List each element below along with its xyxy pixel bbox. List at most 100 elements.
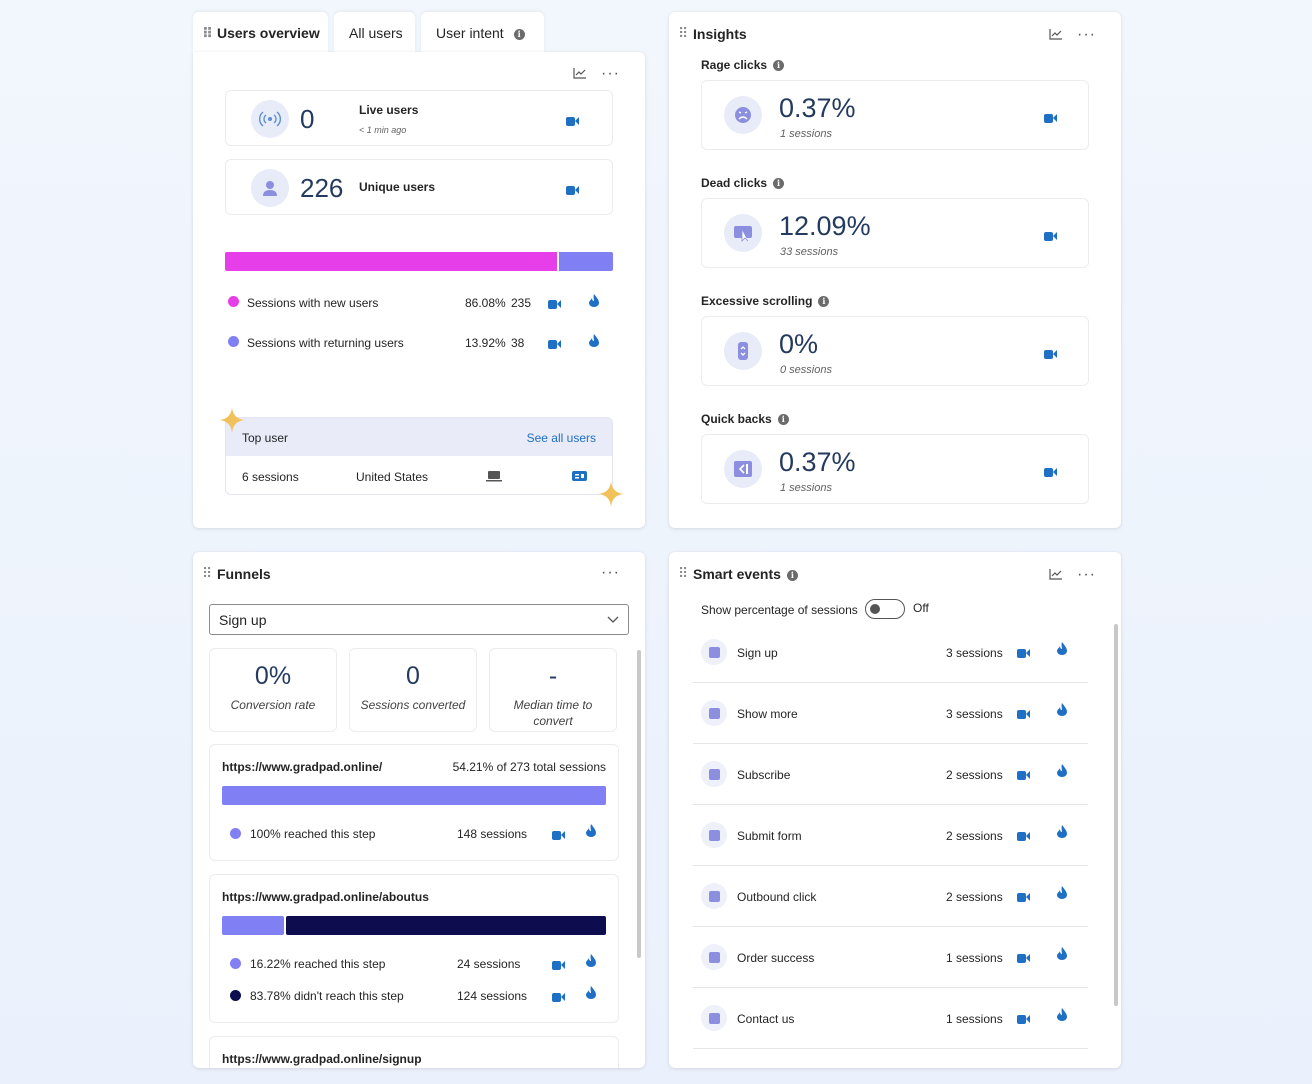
more-options-icon[interactable]: ··· — [1077, 26, 1096, 43]
record-video-icon[interactable] — [566, 182, 579, 200]
heatmap-flame-icon[interactable] — [1057, 947, 1067, 965]
insight-box[interactable]: 0.37% 1 sessions — [701, 80, 1089, 150]
smart-event-row[interactable]: Contact us 1 sessions — [693, 1004, 1088, 1065]
record-video-icon[interactable] — [1017, 950, 1030, 968]
see-all-users-link[interactable]: See all users — [526, 431, 596, 445]
event-count: 2 sessions — [946, 890, 1003, 904]
scrollbar-thumb[interactable] — [637, 650, 641, 958]
toggle-state: Off — [913, 601, 929, 615]
event-icon — [701, 1005, 727, 1031]
smart-event-row[interactable]: Show more 3 sessions — [693, 699, 1088, 760]
insight-value: 0% — [779, 329, 819, 359]
heatmap-flame-icon[interactable] — [1057, 886, 1067, 904]
smart-event-row[interactable]: Submit form 2 sessions — [693, 821, 1088, 882]
record-video-icon[interactable] — [566, 113, 579, 131]
funnel-stat-label: Conversion rate — [230, 698, 316, 712]
event-count: 2 sessions — [946, 768, 1003, 782]
sparkle-icon — [219, 407, 245, 433]
record-video-icon[interactable] — [1017, 1011, 1030, 1029]
heatmap-flame-icon[interactable] — [586, 824, 596, 842]
info-icon[interactable]: i — [513, 28, 525, 40]
record-video-icon[interactable] — [552, 957, 565, 975]
more-options-icon[interactable]: ··· — [601, 564, 620, 581]
scrollbar-thumb[interactable] — [1114, 624, 1118, 1006]
record-video-icon[interactable] — [1044, 346, 1057, 364]
record-video-icon[interactable] — [1017, 645, 1030, 663]
reached-segment[interactable] — [222, 916, 284, 935]
heatmap-flame-icon[interactable] — [1057, 642, 1067, 660]
insight-box[interactable]: 0.37% 1 sessions — [701, 434, 1089, 504]
top-user-row[interactable]: 6 sessions United States — [226, 456, 612, 494]
record-video-icon[interactable] — [1044, 228, 1057, 246]
tab-user-intent[interactable]: User intent i — [421, 12, 544, 52]
heatmap-flame-icon[interactable] — [589, 334, 599, 347]
record-video-icon[interactable] — [548, 336, 561, 354]
toggle-label: Show percentage of sessions — [701, 603, 858, 617]
event-label: Order success — [737, 951, 815, 965]
tab-all-users[interactable]: All users — [334, 12, 415, 52]
funnel-select[interactable]: Sign up — [209, 604, 629, 635]
insight-box[interactable]: 0% 0 sessions — [701, 316, 1089, 386]
funnel-stat-value: 0% — [254, 662, 292, 690]
insight-box[interactable]: 12.09% 33 sessions — [701, 198, 1089, 268]
heatmap-flame-icon[interactable] — [1057, 825, 1067, 843]
drag-handle-icon[interactable] — [678, 566, 687, 581]
record-video-icon[interactable] — [1017, 889, 1030, 907]
record-video-icon[interactable] — [1017, 706, 1030, 724]
record-video-icon[interactable] — [548, 296, 561, 314]
reached-segment[interactable] — [222, 786, 606, 805]
heatmap-flame-icon[interactable] — [1057, 703, 1067, 721]
top-user-header: Top user See all users — [226, 418, 612, 456]
row-divider — [693, 865, 1088, 866]
record-video-icon[interactable] — [1017, 767, 1030, 785]
record-video-icon[interactable] — [1044, 464, 1057, 482]
tab-users-overview[interactable]: Users overview — [193, 12, 328, 52]
event-icon — [701, 639, 727, 665]
heatmap-flame-icon[interactable] — [586, 954, 596, 972]
funnels-card: Funnels ··· Sign up 0% Conversion rate 0 Se… — [193, 552, 645, 1068]
funnel-step-bar — [222, 916, 606, 935]
trend-chart-icon[interactable] — [1049, 28, 1063, 40]
funnel-stat-value: 0 — [406, 662, 420, 690]
event-count: 2 sessions — [946, 829, 1003, 843]
smart-event-row[interactable]: Outbound click 2 sessions — [693, 882, 1088, 943]
percentage-toggle[interactable] — [865, 599, 905, 619]
event-label: Show more — [737, 707, 798, 721]
record-video-icon[interactable] — [1044, 110, 1057, 128]
funnel-step-row: 16.22% reached this step 24 sessions — [230, 954, 610, 975]
row-divider — [693, 804, 1088, 805]
live-signal-icon — [251, 100, 289, 138]
info-icon[interactable]: i — [777, 414, 789, 426]
smart-event-row[interactable]: Order success 1 sessions — [693, 943, 1088, 1004]
record-video-icon[interactable] — [1017, 828, 1030, 846]
heatmap-flame-icon[interactable] — [1057, 1008, 1067, 1026]
trend-chart-icon[interactable] — [1049, 568, 1063, 580]
event-count: 3 sessions — [946, 707, 1003, 721]
heatmap-flame-icon[interactable] — [586, 986, 596, 1004]
info-icon[interactable]: i — [786, 569, 798, 581]
drag-handle-icon[interactable] — [202, 26, 212, 41]
heatmap-flame-icon[interactable] — [1057, 764, 1067, 782]
smart-event-row[interactable]: Sign up 3 sessions — [693, 638, 1088, 699]
info-icon[interactable]: i — [773, 178, 785, 190]
insight-label: Rage clicks i — [701, 58, 785, 72]
record-video-icon[interactable] — [552, 989, 565, 1007]
drag-handle-icon[interactable] — [202, 566, 211, 581]
not-reached-segment[interactable] — [286, 916, 606, 935]
trend-chart-icon[interactable] — [573, 67, 587, 79]
unique-users-box: 226 Unique users — [225, 159, 613, 215]
smart-event-row[interactable]: Subscribe 2 sessions — [693, 760, 1088, 821]
funnel-step: https://www.gradpad.online/aboutus 16.22%… — [209, 874, 619, 1023]
info-icon[interactable]: i — [773, 60, 785, 72]
more-options-icon[interactable]: ··· — [601, 65, 620, 82]
contact-card-icon[interactable] — [572, 470, 587, 482]
heatmap-flame-icon[interactable] — [589, 294, 599, 307]
funnel-step-url: https://www.gradpad.online/ — [222, 760, 383, 774]
returning-users-segment[interactable] — [559, 252, 613, 271]
quick-back-icon — [724, 450, 762, 488]
info-icon[interactable]: i — [818, 296, 830, 308]
record-video-icon[interactable] — [552, 827, 565, 845]
drag-handle-icon[interactable] — [678, 26, 687, 41]
new-users-segment[interactable] — [225, 252, 557, 271]
more-options-icon[interactable]: ··· — [1077, 566, 1096, 583]
